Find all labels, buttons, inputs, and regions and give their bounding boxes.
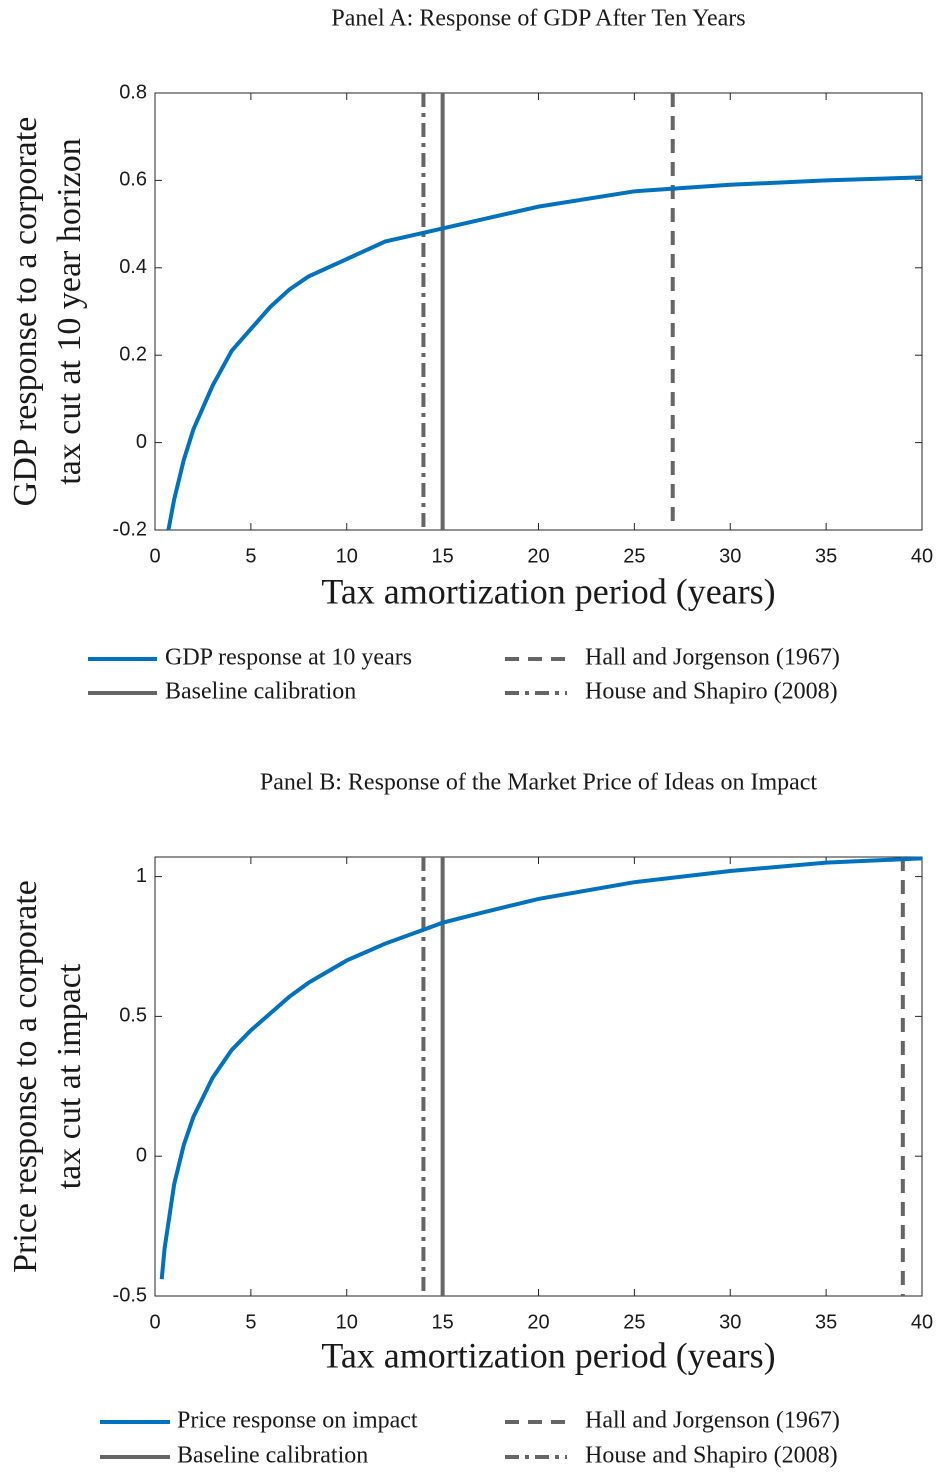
- y-tick-label: -0.5: [113, 1284, 147, 1306]
- chart-title: Panel B: Response of the Market Price of…: [260, 770, 818, 796]
- y-tick-label: 0.6: [119, 169, 147, 191]
- chart-title: Panel A: Response of GDP After Ten Years: [331, 6, 745, 32]
- x-tick-label: 40: [911, 1311, 933, 1333]
- y-axis-label: GDP response to a corporate: [7, 117, 44, 507]
- x-tick-label: 15: [432, 545, 454, 567]
- legend-label: Baseline calibration: [177, 1443, 368, 1469]
- x-axis-label: Tax amortization period (years): [321, 1335, 775, 1375]
- x-tick-label: 0: [149, 1311, 160, 1333]
- x-axis-label: Tax amortization period (years): [321, 571, 775, 611]
- line-series: [166, 175, 923, 531]
- line-series: [159, 856, 923, 1280]
- x-tick-label: 20: [527, 1311, 549, 1333]
- x-tick-label: 10: [336, 1311, 358, 1333]
- panel: Panel B: Response of the Market Price of…: [7, 770, 933, 1469]
- x-tick-label: 35: [815, 545, 837, 567]
- y-axis-label: tax cut at 10 year horizon: [51, 138, 88, 484]
- panel: Panel A: Response of GDP After Ten Years…: [7, 6, 933, 705]
- legend-label: House and Shapiro (2008): [585, 1443, 838, 1469]
- legend-label: Hall and Jorgenson (1967): [585, 1408, 840, 1434]
- y-tick-label: 0.4: [119, 256, 147, 278]
- y-tick-label: 0: [136, 431, 147, 453]
- y-tick-label: 0.2: [119, 343, 147, 365]
- plot-frame: [154, 856, 923, 1297]
- x-tick-label: 15: [432, 1311, 454, 1333]
- x-tick-label: 10: [336, 545, 358, 567]
- y-axis-label: tax cut at impact: [51, 963, 88, 1189]
- y-tick-label: 0: [136, 1144, 147, 1166]
- x-tick-label: 35: [815, 1311, 837, 1333]
- legend-label: GDP response at 10 years: [165, 645, 412, 671]
- legend-label: Hall and Jorgenson (1967): [585, 645, 840, 671]
- legend-label: House and Shapiro (2008): [585, 679, 838, 705]
- legend-label: Price response on impact: [177, 1408, 418, 1434]
- legend-label: Baseline calibration: [165, 679, 356, 705]
- x-tick-label: 20: [527, 545, 549, 567]
- x-tick-label: 30: [719, 1311, 741, 1333]
- y-tick-label: 1: [136, 865, 147, 887]
- x-tick-label: 25: [623, 1311, 645, 1333]
- y-tick-label: 0.5: [119, 1005, 147, 1027]
- y-tick-label: -0.2: [113, 518, 147, 540]
- plot-frame: [154, 92, 923, 531]
- x-tick-label: 5: [245, 1311, 256, 1333]
- x-tick-label: 40: [911, 545, 933, 567]
- x-tick-label: 5: [245, 545, 256, 567]
- y-axis-label: Price response to a corporate: [7, 880, 44, 1273]
- x-tick-label: 0: [149, 545, 160, 567]
- y-tick-label: 0.8: [119, 81, 147, 103]
- x-tick-label: 25: [623, 545, 645, 567]
- x-tick-label: 30: [719, 545, 741, 567]
